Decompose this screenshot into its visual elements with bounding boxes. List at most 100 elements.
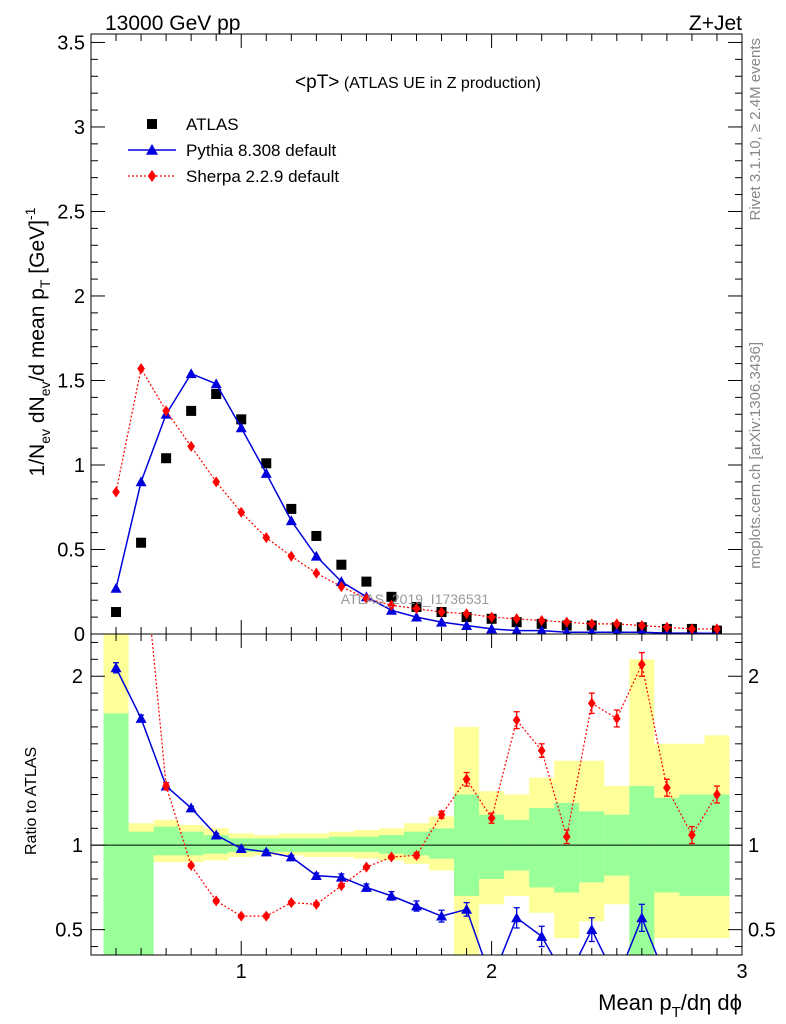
- pythia-point: [285, 515, 297, 526]
- sherpa-point: [162, 405, 170, 417]
- ratio-sherpa-point: [587, 697, 596, 709]
- pythia-point: [411, 611, 422, 622]
- ratio-sherpa-point: [487, 812, 496, 824]
- atlas-point: [211, 389, 222, 399]
- header-left: 13000 GeV pp: [105, 12, 240, 35]
- uncertainty-band-inner: [554, 802, 580, 893]
- sherpa-point: [112, 486, 120, 498]
- ratio-y-tick-label: 0.5: [55, 920, 83, 942]
- pythia-point: [612, 626, 621, 634]
- ratio-pythia-point: [536, 930, 548, 941]
- ratio-pythia-point: [385, 890, 397, 901]
- ratio-pythia-point: [285, 851, 297, 862]
- pythia-point: [235, 422, 247, 433]
- ratio-pythia-point: [586, 924, 598, 935]
- pythia-point: [536, 625, 547, 634]
- x-tick-label: 2: [486, 961, 497, 983]
- sherpa-point: [437, 606, 446, 618]
- sherpa-point: [362, 593, 371, 605]
- ratio-sherpa-point: [337, 880, 346, 892]
- ratio-pythia-point: [185, 802, 197, 813]
- ratio-y-tick-label-right: 1: [748, 835, 759, 857]
- legend-label: Pythia 8.308 default: [186, 141, 337, 160]
- legend-marker: [147, 170, 157, 182]
- ratio-pythia-point: [335, 871, 347, 882]
- uncertainty-band-inner: [479, 814, 505, 879]
- ratio-pythia-point: [110, 662, 122, 673]
- sherpa-point: [487, 611, 496, 623]
- ratio-sherpa-point: [212, 895, 221, 907]
- ratio-sherpa-point: [187, 859, 196, 871]
- sherpa-point: [262, 532, 271, 544]
- ratio-pythia-point: [511, 912, 523, 923]
- sherpa-point: [688, 623, 696, 634]
- ratio-pythia-point: [436, 910, 448, 921]
- ratio-sherpa-point: [437, 809, 446, 821]
- ratio-panel: 0.5 0.5 1 1 2 2 1 2 3: [55, 633, 776, 983]
- pythia-point: [110, 582, 122, 593]
- x-tick-label: 1: [236, 961, 247, 983]
- sherpa-point: [287, 550, 296, 562]
- sherpa-point: [612, 618, 621, 630]
- atlas-point: [286, 503, 297, 514]
- x-tick-label: 3: [736, 961, 747, 983]
- ratio-sherpa-point: [237, 910, 246, 922]
- rivet-label: Rivet 3.1.10, ≥ 2.4M events: [747, 38, 764, 221]
- sherpa-point: [713, 623, 721, 634]
- sherpa-point: [237, 506, 246, 518]
- ratio-sherpa-point: [312, 898, 321, 910]
- uncertainty-band-inner: [203, 835, 229, 854]
- pythia-point: [210, 378, 222, 389]
- sherpa-point: [562, 616, 571, 628]
- ratio-y-tick-label: 2: [72, 666, 83, 688]
- legend-label: Sherpa 2.2.9 default: [186, 167, 339, 186]
- ratio-pythia-point: [360, 881, 372, 892]
- ratio-sherpa-point: [412, 849, 421, 861]
- uncertainty-band-inner: [529, 808, 555, 888]
- y-tick-label: 3.5: [57, 32, 85, 54]
- ratio-sherpa-point: [713, 789, 721, 800]
- ratio-y-tick-label: 1: [72, 835, 83, 857]
- atlas-point: [161, 453, 172, 464]
- pythia-point: [587, 626, 596, 634]
- atlas-point: [261, 458, 272, 469]
- y-tick-label: 2: [74, 286, 85, 308]
- ratio-sherpa-point: [362, 861, 371, 873]
- uncertainty-band-inner: [328, 836, 354, 852]
- uncertainty-band-inner: [353, 836, 379, 852]
- pythia-point: [562, 626, 571, 634]
- uncertainty-band-inner: [429, 828, 455, 859]
- ratio-sherpa-point: [512, 714, 521, 726]
- ratio-pythia-point: [411, 900, 422, 911]
- atlas-point: [311, 530, 322, 541]
- ratio-y-tick-label-right: 2: [748, 666, 759, 688]
- sherpa-point: [462, 608, 471, 620]
- ratio-sherpa-point: [612, 712, 621, 724]
- atlas-point: [336, 559, 347, 570]
- sherpa-point: [312, 567, 321, 579]
- ratio-sherpa-point: [537, 745, 546, 757]
- sherpa-point: [137, 363, 145, 375]
- y-tick-label: 3: [74, 117, 85, 139]
- x-axis-label: Mean pT/dη dϕ: [598, 990, 742, 1021]
- ratio-pythia-point: [260, 846, 272, 857]
- pythia-point: [511, 625, 522, 634]
- ratio-sherpa-point: [462, 773, 471, 785]
- ratio-pythia-point: [310, 870, 322, 880]
- y-tick-label: 0.5: [57, 539, 85, 561]
- analysis-watermark: ATLAS_2019_I1736531: [341, 591, 490, 607]
- legend-marker: [147, 119, 157, 129]
- sherpa-point: [537, 614, 546, 626]
- plot-title-sub: (ATLAS UE in Z production): [339, 75, 541, 92]
- uncertainty-band-inner: [579, 811, 605, 883]
- y-tick-label: 1: [74, 455, 85, 477]
- legend: ATLAS Pythia 8.308 default Sherpa 2.2.9 de…: [128, 115, 339, 186]
- y-axis-label-main: 1/Nev dNev/d mean pT [GeV]-1: [22, 207, 53, 476]
- legend-marker: [146, 144, 158, 155]
- atlas-point: [236, 414, 247, 425]
- ratio-sherpa-point: [663, 782, 671, 794]
- uncertainty-band-inner: [103, 713, 129, 955]
- pythia-point: [461, 620, 473, 630]
- pythia-point: [135, 476, 147, 487]
